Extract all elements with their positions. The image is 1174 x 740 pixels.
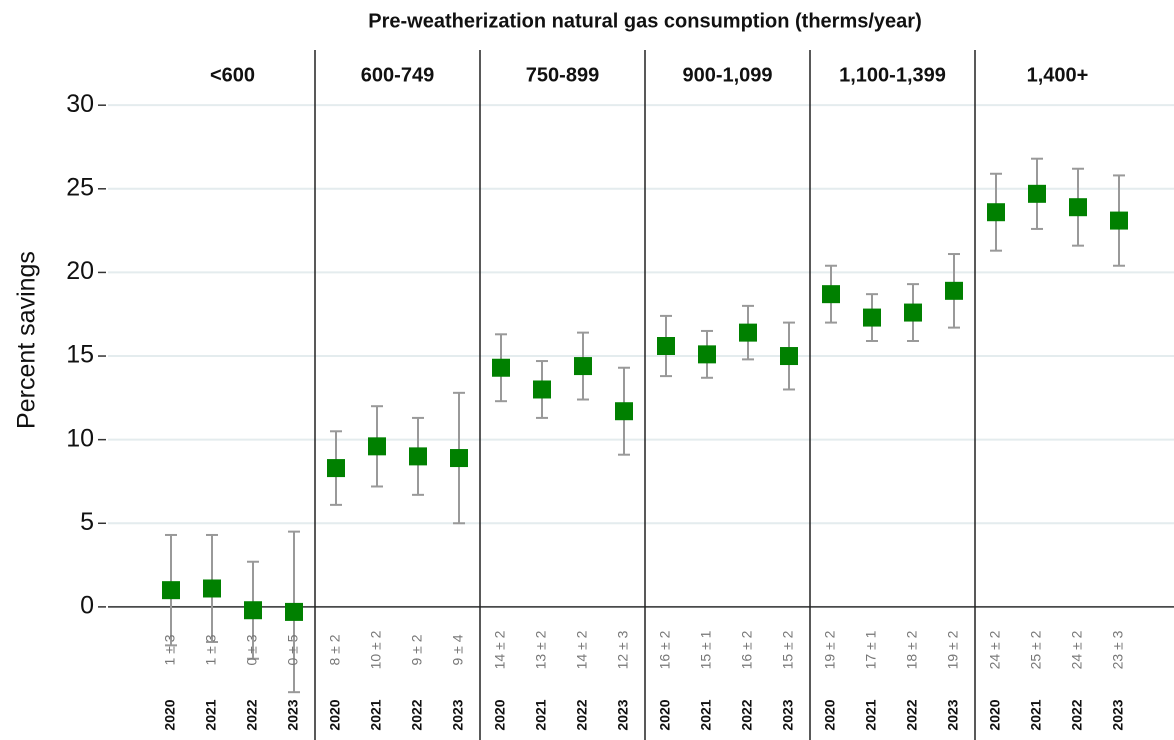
- marker: [533, 380, 551, 399]
- x-tick-label: 2022: [244, 699, 260, 730]
- x-tick-label: 2021: [863, 699, 879, 730]
- x-tick-label: 2023: [945, 699, 961, 730]
- x-tick-label: 2023: [1110, 699, 1126, 730]
- x-tick-label: 2022: [1069, 699, 1085, 730]
- marker: [1110, 211, 1128, 230]
- x-tick-label: 2020: [492, 699, 508, 730]
- marker: [739, 323, 757, 342]
- panel-label: 1,100-1,399: [839, 64, 946, 86]
- marker: [863, 308, 881, 327]
- value-label: 1 ± 3: [203, 634, 219, 665]
- marker: [1028, 184, 1046, 203]
- x-tick-label: 2022: [409, 699, 425, 730]
- value-label: 14 ± 2: [492, 630, 508, 669]
- x-tick-label: 2021: [698, 699, 714, 730]
- y-tick-label: 20: [66, 257, 94, 285]
- value-label: 1 ± 3: [162, 634, 178, 665]
- marker: [450, 449, 468, 468]
- marker: [657, 337, 675, 356]
- value-label: 23 ± 3: [1110, 630, 1126, 669]
- panel-label: 1,400+: [1027, 64, 1089, 86]
- value-label: 13 ± 2: [533, 630, 549, 669]
- value-label: 15 ± 1: [698, 630, 714, 669]
- panel-label: 750-899: [526, 64, 599, 86]
- x-tick-label: 2021: [533, 699, 549, 730]
- y-tick-label: 10: [66, 424, 94, 452]
- marker: [822, 285, 840, 304]
- marker: [987, 203, 1005, 222]
- marker: [327, 459, 345, 478]
- value-label: 0 ± 3: [244, 634, 260, 665]
- value-label: 18 ± 2: [904, 630, 920, 669]
- x-tick-label: 2021: [368, 699, 384, 730]
- x-tick-label: 2021: [1028, 699, 1044, 730]
- marker: [698, 345, 716, 364]
- x-tick-label: 2023: [450, 699, 466, 730]
- marker: [492, 358, 510, 377]
- marker: [285, 602, 303, 621]
- panel-label: <600: [210, 64, 255, 86]
- value-label: 9 ± 2: [409, 634, 425, 665]
- marker: [203, 579, 221, 598]
- y-tick-label: 15: [66, 341, 94, 369]
- marker: [1069, 198, 1087, 217]
- y-tick-label: 5: [80, 508, 94, 536]
- x-tick-label: 2023: [780, 699, 796, 730]
- value-label: 12 ± 3: [615, 630, 631, 669]
- marker: [368, 437, 386, 456]
- y-tick-label: 0: [80, 591, 94, 619]
- x-tick-label: 2020: [327, 699, 343, 730]
- x-tick-label: 2021: [203, 699, 219, 730]
- marker: [409, 447, 427, 466]
- value-label: 10 ± 2: [368, 630, 384, 669]
- value-label: 24 ± 2: [1069, 630, 1085, 669]
- marker: [780, 347, 798, 366]
- x-tick-label: 2022: [904, 699, 920, 730]
- x-tick-label: 2023: [285, 699, 301, 730]
- x-tick-label: 2022: [739, 699, 755, 730]
- value-label: 15 ± 2: [780, 630, 796, 669]
- chart-title: Pre-weatherization natural gas consumpti…: [368, 10, 921, 32]
- panel-label: 900-1,099: [682, 64, 772, 86]
- x-tick-label: 2023: [615, 699, 631, 730]
- marker: [244, 601, 262, 620]
- value-label: 16 ± 2: [657, 630, 673, 669]
- marker: [904, 303, 922, 322]
- value-label: 25 ± 2: [1028, 630, 1044, 669]
- marker: [162, 581, 180, 600]
- x-tick-label: 2020: [162, 699, 178, 730]
- y-tick-label: 25: [66, 173, 94, 201]
- value-label: 17 ± 1: [863, 630, 879, 669]
- value-label: 14 ± 2: [574, 630, 590, 669]
- value-label: 9 ± 4: [450, 634, 466, 665]
- value-label: 0 ± 5: [285, 634, 301, 665]
- value-label: 19 ± 2: [945, 630, 961, 669]
- value-label: 19 ± 2: [822, 630, 838, 669]
- value-label: 8 ± 2: [327, 634, 343, 665]
- value-label: 24 ± 2: [987, 630, 1003, 669]
- x-tick-label: 2020: [822, 699, 838, 730]
- panel-label: 600-749: [361, 64, 434, 86]
- x-tick-label: 2022: [574, 699, 590, 730]
- marker: [574, 357, 592, 376]
- marker: [615, 402, 633, 421]
- x-tick-label: 2020: [657, 699, 673, 730]
- y-tick-label: 30: [66, 90, 94, 118]
- marker: [945, 281, 963, 300]
- value-label: 16 ± 2: [739, 630, 755, 669]
- x-tick-label: 2020: [987, 699, 1003, 730]
- y-axis-label: Percent savings: [13, 251, 41, 429]
